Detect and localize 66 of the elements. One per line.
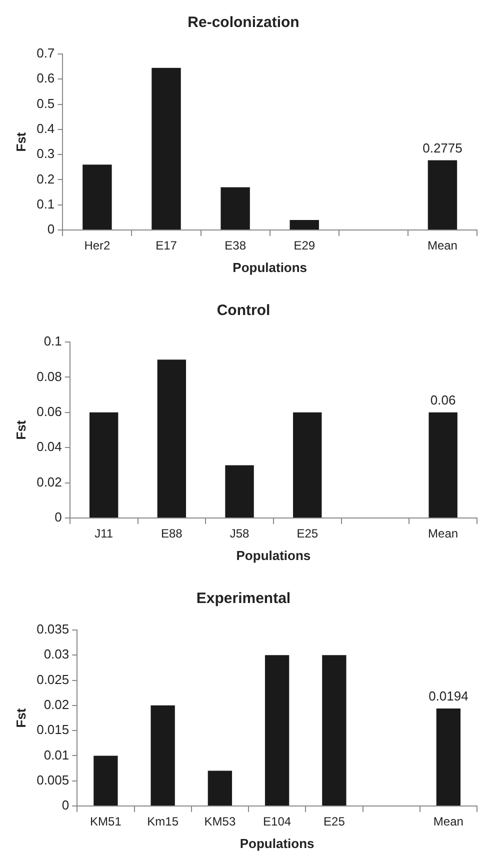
bar bbox=[225, 465, 254, 518]
bar bbox=[436, 708, 461, 806]
x-axis-title: Populations bbox=[232, 260, 308, 275]
x-tick-label: Mean bbox=[428, 526, 458, 541]
y-tick-label: 0.03 bbox=[44, 646, 70, 662]
x-tick-label: E104 bbox=[263, 814, 292, 829]
y-tick-label: 0.02 bbox=[44, 697, 70, 712]
bar bbox=[428, 412, 458, 518]
bar bbox=[82, 164, 112, 230]
bar bbox=[290, 220, 319, 230]
bar bbox=[150, 705, 175, 806]
x-tick-label: KM51 bbox=[90, 814, 122, 829]
chart-title: Experimental bbox=[196, 590, 291, 608]
x-tick-label: E38 bbox=[224, 238, 246, 253]
bar bbox=[208, 770, 232, 806]
x-tick-label: Mean bbox=[427, 238, 458, 253]
y-tick-label: 0.005 bbox=[36, 772, 70, 788]
y-axis-title: Fst bbox=[13, 132, 28, 152]
data-label: 0.06 bbox=[430, 392, 456, 408]
y-tick-label: 0.1 bbox=[36, 196, 55, 212]
x-tick-label: E25 bbox=[296, 526, 318, 541]
y-tick-label: 0.015 bbox=[36, 722, 70, 738]
y-tick-label: 0.01 bbox=[44, 747, 70, 762]
x-tick-label: J58 bbox=[230, 526, 250, 541]
bar bbox=[157, 360, 186, 518]
y-tick-label: 0 bbox=[47, 222, 55, 237]
chart-title: Control bbox=[216, 302, 270, 320]
y-tick-label: 0.06 bbox=[36, 404, 62, 419]
bar bbox=[428, 160, 458, 230]
x-tick-label: J11 bbox=[94, 526, 114, 541]
y-tick-label: 0 bbox=[54, 510, 62, 525]
y-tick-label: 0.4 bbox=[36, 121, 55, 136]
x-tick-label: E25 bbox=[324, 814, 346, 829]
y-tick-label: 0.04 bbox=[36, 439, 62, 454]
x-tick-label: KM53 bbox=[204, 814, 236, 829]
bar bbox=[293, 412, 322, 518]
chart-title: Re-colonization bbox=[188, 14, 300, 32]
data-label: 0.2775 bbox=[422, 140, 462, 156]
y-tick-label: 0.5 bbox=[36, 96, 55, 111]
y-tick-label: 0.7 bbox=[36, 46, 55, 61]
y-tick-label: 0.3 bbox=[36, 146, 55, 162]
bar bbox=[152, 68, 181, 230]
bar bbox=[264, 655, 290, 806]
y-axis-title: Fst bbox=[13, 420, 28, 440]
y-tick-label: 0.2 bbox=[36, 171, 55, 186]
x-axis-title: Populations bbox=[236, 548, 311, 563]
bar bbox=[322, 655, 346, 806]
bar bbox=[94, 756, 118, 806]
x-tick-label: Km15 bbox=[147, 814, 179, 829]
y-tick-label: 0.6 bbox=[36, 70, 55, 86]
y-tick-label: 0.025 bbox=[36, 672, 70, 687]
y-axis-title: Fst bbox=[13, 708, 28, 728]
data-label: 0.0194 bbox=[428, 688, 468, 704]
y-tick-label: 0 bbox=[62, 798, 70, 813]
x-tick-label: E17 bbox=[156, 238, 178, 253]
y-tick-label: 0.02 bbox=[36, 474, 62, 490]
x-axis-title: Populations bbox=[240, 836, 314, 851]
y-tick-label: 0.1 bbox=[44, 334, 62, 349]
y-tick-label: 0.08 bbox=[36, 368, 62, 384]
x-tick-label: E88 bbox=[160, 526, 183, 541]
x-tick-label: E29 bbox=[294, 238, 316, 253]
y-tick-label: 0.035 bbox=[36, 622, 70, 637]
x-tick-label: Mean bbox=[433, 814, 464, 829]
bar bbox=[89, 412, 118, 518]
bar bbox=[220, 187, 250, 230]
x-tick-label: Her2 bbox=[84, 238, 111, 253]
